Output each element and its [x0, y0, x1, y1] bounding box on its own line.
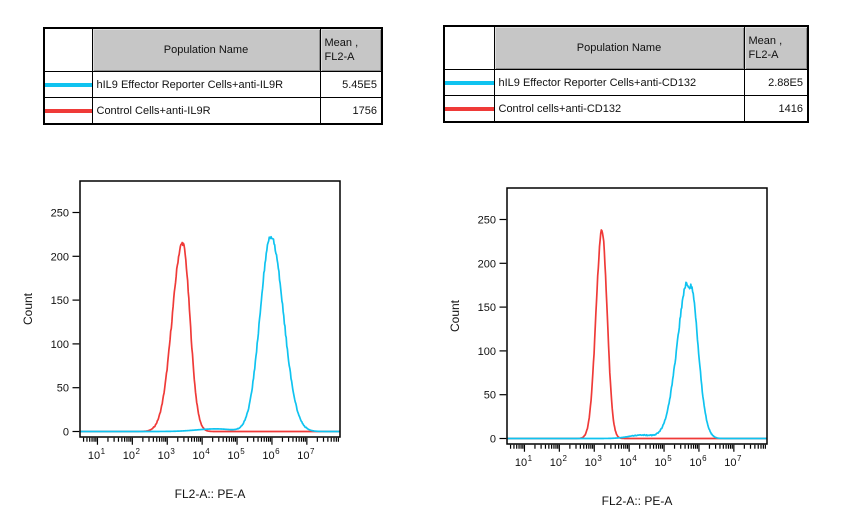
svg-text:104: 104 — [193, 447, 211, 462]
svg-text:200: 200 — [478, 258, 496, 270]
svg-text:0: 0 — [490, 434, 496, 446]
svg-text:106: 106 — [262, 447, 280, 462]
y-axis-label: Count — [21, 292, 35, 325]
svg-text:150: 150 — [478, 302, 496, 314]
flow-histogram-il9r: 101 102 103 104 105 106 107 0 50 100 150 200 250 Coun… — [21, 180, 341, 501]
cyan-series-swatch — [45, 82, 91, 87]
table-row: hIL9 Effector Reporter Cells+anti-CD132 … — [443, 69, 809, 96]
mean-fl2a-header: Mean , FL2-A — [319, 27, 383, 72]
svg-text:100: 100 — [478, 346, 496, 358]
mean-value: 1416 — [743, 95, 809, 123]
mean-value: 5.45E5 — [319, 71, 383, 98]
svg-text:102: 102 — [550, 454, 568, 469]
svg-text:103: 103 — [585, 454, 603, 469]
svg-text:0: 0 — [63, 427, 69, 439]
svg-text:105: 105 — [654, 454, 672, 469]
red-series-swatch — [45, 108, 91, 113]
svg-text:106: 106 — [689, 454, 707, 469]
svg-text:102: 102 — [123, 447, 141, 462]
table-row: Control cells+anti-CD132 1416 — [443, 95, 809, 123]
svg-text:103: 103 — [158, 447, 176, 462]
population-cell: Control Cells+anti-IL9R — [91, 97, 321, 125]
x-axis-label: FL2-A:: PE-A — [602, 494, 673, 508]
svg-text:101: 101 — [515, 454, 533, 469]
flow-histogram-cd132: 101 102 103 104 105 106 107 0 50 100 150 200 250 Coun… — [448, 187, 768, 508]
svg-text:100: 100 — [51, 339, 69, 351]
population-cell: hIL9 Effector Reporter Cells+anti-IL9R — [91, 71, 321, 98]
population-cell: hIL9 Effector Reporter Cells+anti-CD132 — [493, 69, 745, 96]
legend-table-cd132: Population Name Mean , FL2-A hIL9 Effect… — [443, 25, 809, 123]
svg-text:250: 250 — [51, 208, 69, 220]
swatch-header-cell — [43, 27, 93, 72]
population-name-header: Population Name — [91, 27, 321, 72]
swatch-header-cell — [443, 25, 495, 70]
mean-value: 1756 — [319, 97, 383, 125]
cyan-series-swatch — [445, 80, 493, 85]
mean-value: 2.88E5 — [743, 69, 809, 96]
legend-table-il9r: Population Name Mean , FL2-A hIL9 Effect… — [43, 27, 383, 125]
svg-text:105: 105 — [227, 447, 245, 462]
svg-text:107: 107 — [724, 454, 742, 469]
red-series-swatch — [445, 106, 493, 111]
x-axis-label: FL2-A:: PE-A — [175, 487, 246, 501]
mean-fl2a-header: Mean , FL2-A — [743, 25, 809, 70]
y-axis-label: Count — [448, 299, 462, 332]
population-name-header: Population Name — [493, 25, 745, 70]
table-row: Control Cells+anti-IL9R 1756 — [43, 97, 383, 125]
table-row: hIL9 Effector Reporter Cells+anti-IL9R 5… — [43, 71, 383, 98]
svg-text:150: 150 — [51, 295, 69, 307]
svg-text:50: 50 — [57, 383, 69, 395]
svg-text:50: 50 — [484, 390, 496, 402]
svg-text:104: 104 — [620, 454, 638, 469]
population-cell: Control cells+anti-CD132 — [493, 95, 745, 123]
svg-text:107: 107 — [297, 447, 315, 462]
svg-text:200: 200 — [51, 251, 69, 263]
svg-text:250: 250 — [478, 215, 496, 227]
svg-text:101: 101 — [88, 447, 106, 462]
